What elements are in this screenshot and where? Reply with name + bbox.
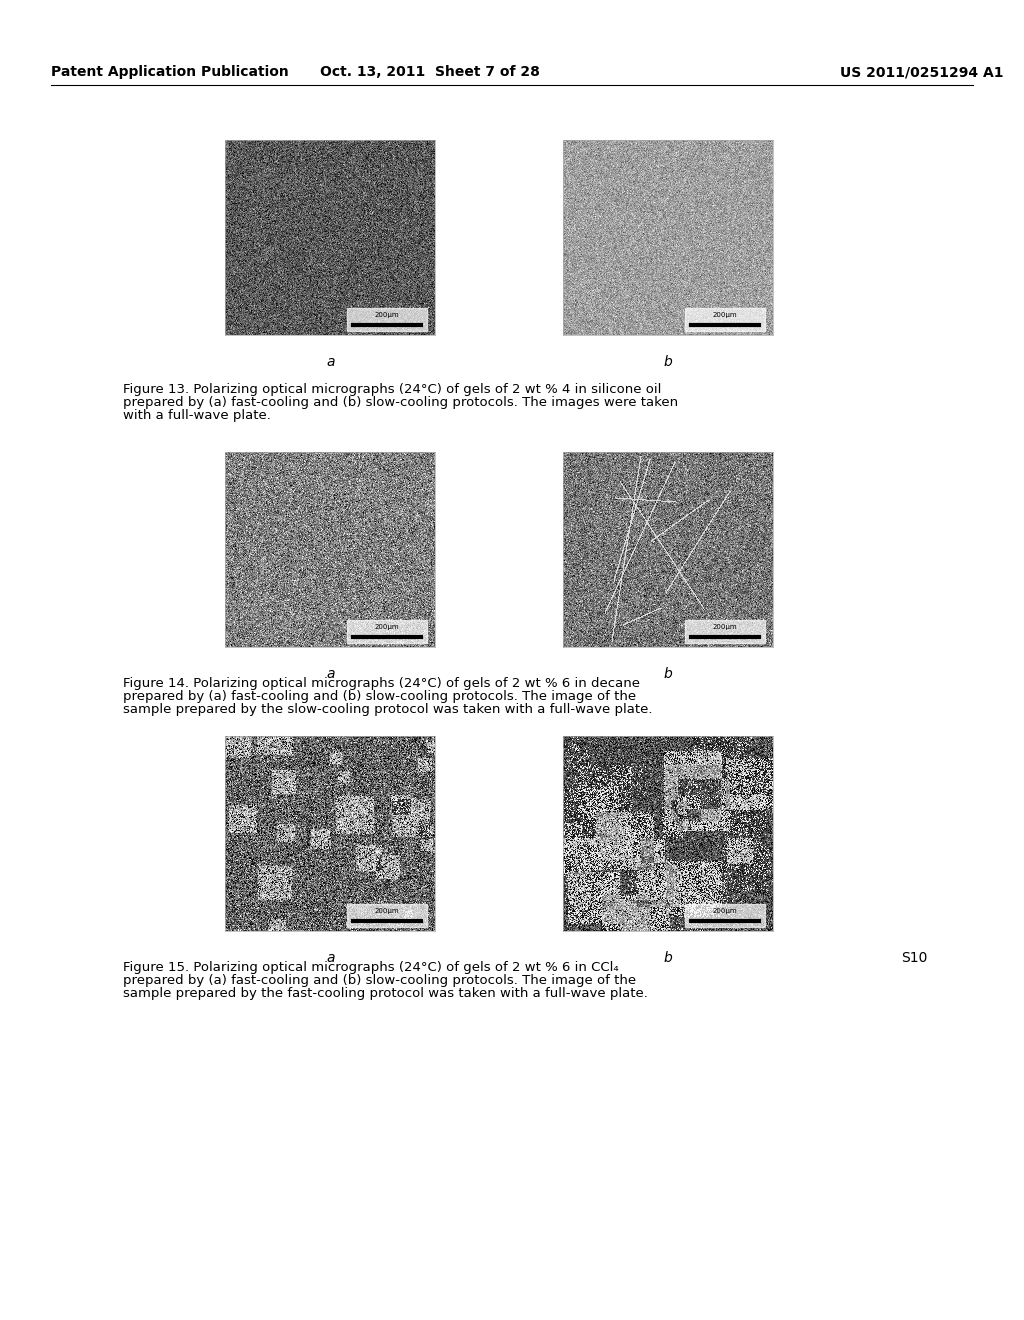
Text: sample prepared by the slow-cooling protocol was taken with a full-wave plate.: sample prepared by the slow-cooling prot… bbox=[123, 704, 652, 715]
Text: 200μm: 200μm bbox=[713, 312, 737, 318]
FancyBboxPatch shape bbox=[685, 619, 765, 643]
Text: Figure 15. Polarizing optical micrographs (24°C) of gels of 2 wt % 6 in CCl₄: Figure 15. Polarizing optical micrograph… bbox=[123, 961, 618, 974]
Text: a: a bbox=[326, 950, 335, 965]
Text: sample prepared by the fast-cooling protocol was taken with a full-wave plate.: sample prepared by the fast-cooling prot… bbox=[123, 987, 648, 1001]
Text: S10: S10 bbox=[901, 950, 928, 965]
Text: prepared by (a) fast-cooling and (b) slow-cooling protocols. The image of the: prepared by (a) fast-cooling and (b) slo… bbox=[123, 690, 636, 704]
Text: US 2011/0251294 A1: US 2011/0251294 A1 bbox=[840, 65, 1004, 79]
FancyBboxPatch shape bbox=[347, 308, 427, 331]
Text: b: b bbox=[664, 355, 673, 370]
Text: prepared by (a) fast-cooling and (b) slow-cooling protocols. The image of the: prepared by (a) fast-cooling and (b) slo… bbox=[123, 974, 636, 987]
Text: a: a bbox=[326, 355, 335, 370]
FancyBboxPatch shape bbox=[347, 619, 427, 643]
Text: Patent Application Publication: Patent Application Publication bbox=[51, 65, 289, 79]
Text: Figure 14. Polarizing optical micrographs (24°C) of gels of 2 wt % 6 in decane: Figure 14. Polarizing optical micrograph… bbox=[123, 677, 640, 690]
Text: b: b bbox=[664, 667, 673, 681]
Text: a: a bbox=[326, 667, 335, 681]
Text: 200μm: 200μm bbox=[375, 624, 399, 630]
Text: 200μm: 200μm bbox=[713, 908, 737, 913]
FancyBboxPatch shape bbox=[685, 308, 765, 331]
FancyBboxPatch shape bbox=[685, 904, 765, 927]
Text: Figure 13. Polarizing optical micrographs (24°C) of gels of 2 wt % 4 in silicone: Figure 13. Polarizing optical micrograph… bbox=[123, 383, 662, 396]
FancyBboxPatch shape bbox=[347, 904, 427, 927]
Text: 200μm: 200μm bbox=[713, 624, 737, 630]
Text: with a full-wave plate.: with a full-wave plate. bbox=[123, 409, 270, 422]
Text: prepared by (a) fast-cooling and (b) slow-cooling protocols. The images were tak: prepared by (a) fast-cooling and (b) slo… bbox=[123, 396, 678, 409]
Text: 200μm: 200μm bbox=[375, 312, 399, 318]
Text: 200μm: 200μm bbox=[375, 908, 399, 913]
Text: Oct. 13, 2011  Sheet 7 of 28: Oct. 13, 2011 Sheet 7 of 28 bbox=[321, 65, 540, 79]
Text: b: b bbox=[664, 950, 673, 965]
